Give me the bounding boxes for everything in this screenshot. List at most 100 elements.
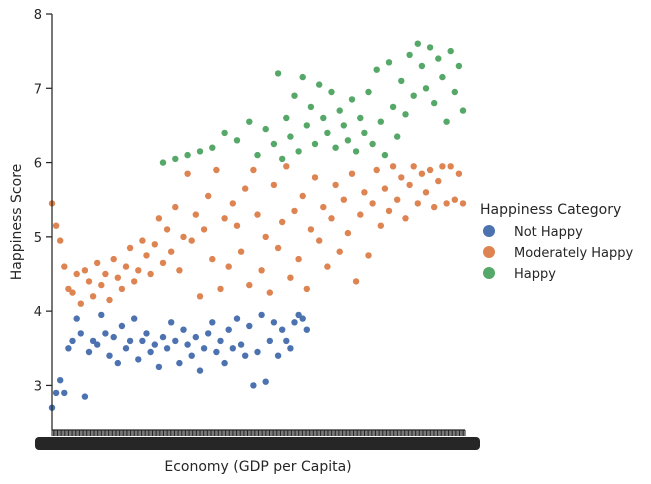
point-moderately-happy xyxy=(233,222,241,229)
point-moderately-happy xyxy=(394,196,401,203)
point-not-happy xyxy=(184,341,191,348)
point-not-happy xyxy=(258,311,265,319)
point-moderately-happy xyxy=(209,255,216,263)
point-happy xyxy=(340,122,347,129)
point-happy xyxy=(283,114,290,122)
point-happy xyxy=(422,85,430,92)
point-moderately-happy xyxy=(426,166,434,174)
point-not-happy xyxy=(139,337,146,345)
point-moderately-happy xyxy=(65,285,72,293)
point-not-happy xyxy=(135,356,142,363)
x-axis-ticks xyxy=(35,430,480,450)
point-moderately-happy xyxy=(213,166,220,174)
point-happy xyxy=(352,148,360,155)
point-moderately-happy xyxy=(147,270,154,278)
point-happy xyxy=(311,140,319,148)
point-moderately-happy xyxy=(352,278,360,285)
point-moderately-happy xyxy=(299,192,306,200)
point-moderately-happy xyxy=(422,189,430,196)
point-not-happy xyxy=(159,333,167,341)
point-moderately-happy xyxy=(447,163,454,170)
y-axis-title: Happiness Score xyxy=(9,164,25,281)
point-not-happy xyxy=(213,348,220,356)
point-not-happy xyxy=(77,330,85,337)
point-not-happy xyxy=(221,359,228,367)
point-moderately-happy xyxy=(443,200,450,207)
point-not-happy xyxy=(155,363,163,371)
point-moderately-happy xyxy=(69,289,76,296)
point-not-happy xyxy=(283,337,290,345)
point-moderately-happy xyxy=(344,229,352,237)
point-happy xyxy=(279,155,286,163)
point-not-happy xyxy=(94,341,101,348)
point-moderately-happy xyxy=(385,207,393,215)
point-moderately-happy xyxy=(57,237,64,244)
point-happy xyxy=(455,62,463,70)
point-moderately-happy xyxy=(262,233,269,241)
point-moderately-happy xyxy=(168,248,175,255)
point-happy xyxy=(291,92,298,99)
point-moderately-happy xyxy=(205,192,212,200)
point-happy xyxy=(184,151,191,159)
x-axis-title: Economy (GDP per Capita) xyxy=(164,459,351,475)
point-moderately-happy xyxy=(303,285,310,293)
point-moderately-happy xyxy=(459,200,467,207)
point-moderately-happy xyxy=(192,211,199,218)
point-moderately-happy xyxy=(324,263,331,270)
point-moderately-happy xyxy=(439,163,446,170)
point-happy xyxy=(254,151,261,159)
point-happy xyxy=(270,140,278,148)
y-axis-ticks: 3 4 5 6 7 8 xyxy=(34,8,52,394)
point-moderately-happy xyxy=(81,267,89,274)
point-happy xyxy=(410,92,417,99)
point-happy xyxy=(447,47,454,55)
point-moderately-happy xyxy=(414,200,421,207)
point-happy xyxy=(394,133,401,140)
point-moderately-happy xyxy=(114,274,122,281)
point-happy xyxy=(221,129,228,137)
y-tick-label: 7 xyxy=(34,82,42,97)
legend-marker-not-happy xyxy=(483,225,495,237)
point-moderately-happy xyxy=(283,163,290,170)
point-moderately-happy xyxy=(254,211,261,218)
point-moderately-happy xyxy=(328,215,335,222)
point-happy xyxy=(414,40,421,47)
point-moderately-happy xyxy=(435,177,442,185)
point-moderately-happy xyxy=(85,278,93,285)
point-not-happy xyxy=(126,337,134,345)
point-not-happy xyxy=(143,330,150,337)
legend-marker-happy xyxy=(483,267,495,279)
point-not-happy xyxy=(110,333,117,341)
point-happy xyxy=(316,81,323,88)
point-not-happy xyxy=(131,315,138,322)
legend: Happiness Category Not Happy Moderately H… xyxy=(480,202,634,282)
point-not-happy xyxy=(192,333,199,341)
point-not-happy xyxy=(225,326,232,333)
plot-area xyxy=(48,40,467,411)
point-moderately-happy xyxy=(229,200,236,207)
point-not-happy xyxy=(168,319,175,326)
point-not-happy xyxy=(200,345,208,352)
point-happy xyxy=(295,148,302,155)
point-moderately-happy xyxy=(316,237,323,244)
point-moderately-happy xyxy=(94,259,101,267)
point-moderately-happy xyxy=(143,252,150,259)
point-not-happy xyxy=(65,345,72,352)
point-moderately-happy xyxy=(258,267,265,274)
point-moderately-happy xyxy=(200,226,208,233)
point-moderately-happy xyxy=(361,189,368,196)
point-moderately-happy xyxy=(340,196,347,203)
y-tick-label: 5 xyxy=(34,231,42,246)
point-happy xyxy=(332,144,339,151)
point-moderately-happy xyxy=(139,237,146,244)
point-moderately-happy xyxy=(250,166,257,174)
point-moderately-happy xyxy=(287,274,294,281)
point-happy xyxy=(196,148,204,155)
point-moderately-happy xyxy=(118,285,126,293)
point-not-happy xyxy=(209,319,216,326)
point-moderately-happy xyxy=(332,181,339,189)
point-not-happy xyxy=(102,330,109,337)
point-moderately-happy xyxy=(73,270,80,278)
point-happy xyxy=(320,114,327,122)
